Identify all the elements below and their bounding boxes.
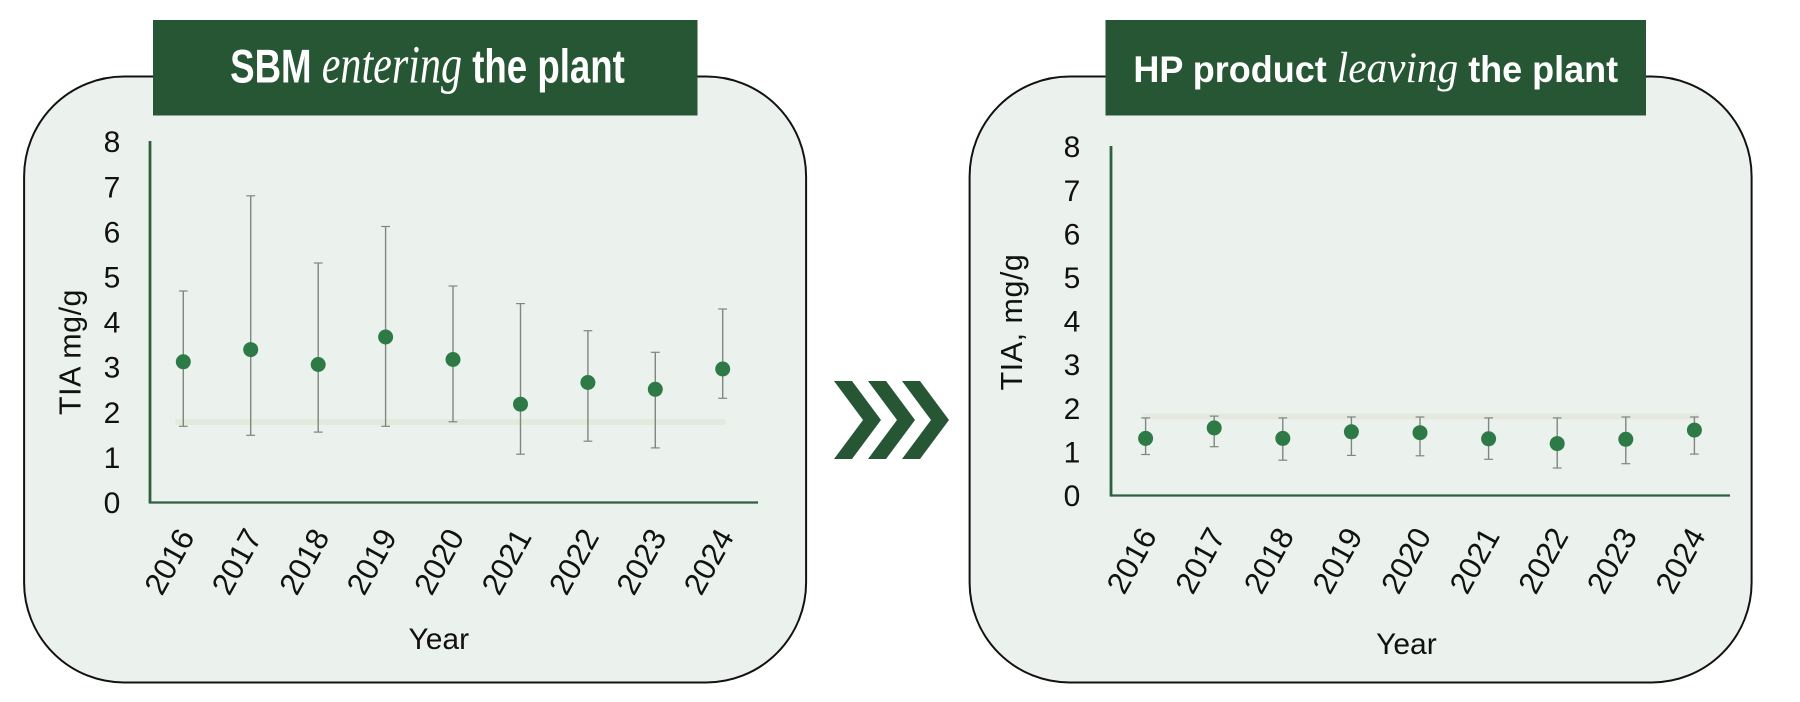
svg-text:3: 3 — [104, 352, 121, 385]
svg-text:Year: Year — [408, 623, 469, 656]
svg-text:8: 8 — [104, 126, 121, 159]
svg-text:Year: Year — [1376, 628, 1437, 661]
svg-text:7: 7 — [1064, 175, 1081, 208]
svg-text:2: 2 — [1064, 393, 1081, 426]
svg-text:6: 6 — [1064, 218, 1081, 251]
svg-text:2: 2 — [104, 397, 121, 430]
svg-text:5: 5 — [1064, 262, 1081, 295]
svg-text:4: 4 — [104, 307, 121, 340]
svg-text:0: 0 — [104, 487, 121, 520]
svg-text:1: 1 — [104, 442, 121, 475]
svg-text:5: 5 — [104, 262, 121, 295]
svg-text:4: 4 — [1064, 306, 1081, 339]
svg-text:TIA, mg/g: TIA, mg/g — [995, 254, 1029, 391]
svg-text:8: 8 — [1064, 131, 1081, 164]
svg-text:1: 1 — [1064, 436, 1081, 469]
svg-text:HP product leaving the plant: HP product leaving the plant — [1133, 44, 1618, 92]
svg-text:0: 0 — [1064, 480, 1081, 513]
svg-text:TIA mg/g: TIA mg/g — [54, 289, 88, 415]
svg-text:SBM entering the plant: SBM entering the plant — [230, 36, 625, 95]
svg-text:6: 6 — [104, 216, 121, 249]
svg-text:7: 7 — [104, 171, 121, 204]
svg-text:3: 3 — [1064, 349, 1081, 382]
